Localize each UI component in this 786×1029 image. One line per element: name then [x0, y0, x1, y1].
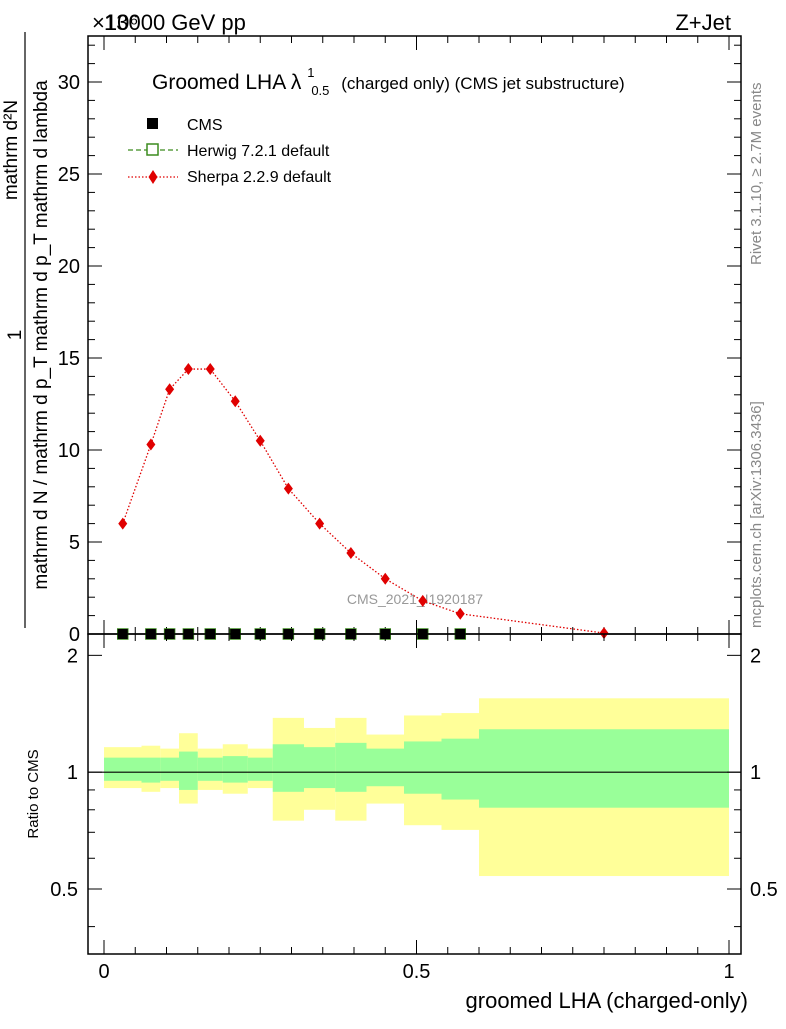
legend-herwig-marker: [146, 143, 159, 156]
sherpa-point: [455, 607, 465, 620]
sherpa-point: [418, 594, 428, 607]
ratio-inner-band: [197, 757, 223, 781]
ratio-inner-band: [160, 757, 179, 781]
ratio-inner-band: [441, 738, 479, 800]
ratio-inner-band: [222, 756, 248, 783]
y-label-denominator: mathrm d N / mathrm d p_T mathrm d p_T m…: [31, 80, 52, 590]
legend-sherpa-label: Sherpa 2.2.9 default: [187, 169, 332, 186]
ratio-y-label: Ratio to CMS: [25, 749, 42, 838]
x-tick-label: 0.5: [403, 961, 431, 983]
ratio-plot-frame: [87, 633, 742, 955]
x-tick-label: 1: [723, 961, 734, 983]
ratio-inner-band: [104, 757, 142, 781]
chart-title-superscript: 1: [307, 65, 314, 80]
ratio-plot-panel: 0.5 0.51 12 2 0 0.5 1 Ratio to CMS groomed LH…: [25, 633, 778, 1013]
ratio-y-tick-label-right: 1: [750, 762, 761, 784]
process-label: Z+Jet: [675, 10, 731, 35]
chart-title-subscript: 0.5: [311, 83, 329, 98]
ratio-inner-band: [335, 742, 367, 792]
sherpa-point: [346, 547, 356, 560]
sherpa-point: [380, 572, 390, 585]
legend-cms-marker: [147, 118, 158, 129]
ratio-y-tick-label-right: 2: [750, 645, 761, 667]
y-label-numerator: 1: [5, 330, 26, 341]
main-y-tick-label: 20: [58, 256, 80, 278]
mcplots-label: mcplots.cern.ch [arXiv:1306.3436]: [748, 401, 765, 628]
ratio-y-tick-label: 0.5: [50, 879, 78, 901]
sherpa-point: [599, 627, 609, 640]
sherpa-point: [205, 363, 215, 376]
sherpa-point: [183, 363, 193, 376]
sherpa-point: [315, 517, 325, 530]
ratio-inner-band: [479, 729, 729, 808]
ratio-y-axis: 0.5 0.5 1 1 2 2: [50, 645, 778, 928]
x-axis-label: groomed LHA (charged-only): [466, 988, 748, 1013]
legend-sherpa-marker: [148, 170, 158, 184]
main-y-tick-label: 25: [58, 164, 80, 186]
energy-label: 13000 GeV pp: [104, 10, 246, 35]
main-y-tick-label: 10: [58, 440, 80, 462]
rivet-version-label: Rivet 3.1.10, ≥ 2.7M events: [748, 83, 765, 266]
ratio-inner-band: [304, 747, 336, 789]
legend-herwig-label: Herwig 7.2.1 default: [187, 143, 330, 160]
main-y-tick-label: 5: [69, 532, 80, 554]
sherpa-series: [118, 363, 609, 640]
chart-title-main: Groomed LHA λ: [152, 71, 302, 94]
main-plot-panel: 0 5 10 15 20 25 30 CMS_2021_I1920187 Groomed L…: [1, 32, 742, 646]
main-plot-frame: [87, 35, 742, 635]
main-y-tick-label: 30: [58, 72, 80, 94]
ratio-inner-band: [141, 757, 161, 783]
sherpa-point: [255, 434, 265, 447]
sherpa-point: [118, 517, 128, 530]
ratio-uncertainty-bands: [104, 698, 729, 877]
y-label-inner-numerator: mathrm d²N: [1, 100, 22, 200]
sherpa-point: [283, 482, 293, 495]
legend: CMS Herwig 7.2.1 default Sherpa 2.2.9 de…: [128, 117, 332, 186]
main-y-tick-label: 0: [69, 624, 80, 646]
exponent-label: ×10⁶: [92, 10, 138, 35]
sherpa-point: [146, 438, 156, 451]
chart-title: Groomed LHA λ 1 0.5 (charged only) (CMS …: [152, 59, 625, 100]
main-y-tick-label: 15: [58, 348, 80, 370]
sherpa-point: [230, 395, 240, 408]
main-y-axis-label: 1 mathrm d²N mathrm d N / mathrm d p_T m…: [1, 32, 52, 628]
main-y-axis: 0 5 10 15 20 25 30: [58, 44, 741, 646]
ratio-x-axis: 0 0.5 1: [98, 634, 735, 983]
chart-title-suffix: (charged only) (CMS jet substructure): [341, 74, 624, 93]
legend-cms-label: CMS: [187, 117, 223, 134]
x-tick-label: 0: [98, 961, 109, 983]
ratio-inner-band: [272, 744, 304, 792]
ratio-y-tick-label-right: 0.5: [750, 879, 778, 901]
ratio-inner-band: [179, 751, 198, 790]
ratio-inner-band: [247, 757, 273, 781]
ratio-inner-band: [404, 741, 442, 794]
sherpa-point: [165, 383, 175, 396]
ratio-y-tick-label: 1: [67, 762, 78, 784]
analysis-watermark: CMS_2021_I1920187: [347, 591, 483, 607]
ratio-inner-band: [366, 748, 404, 787]
ratio-y-tick-label: 2: [67, 645, 78, 667]
